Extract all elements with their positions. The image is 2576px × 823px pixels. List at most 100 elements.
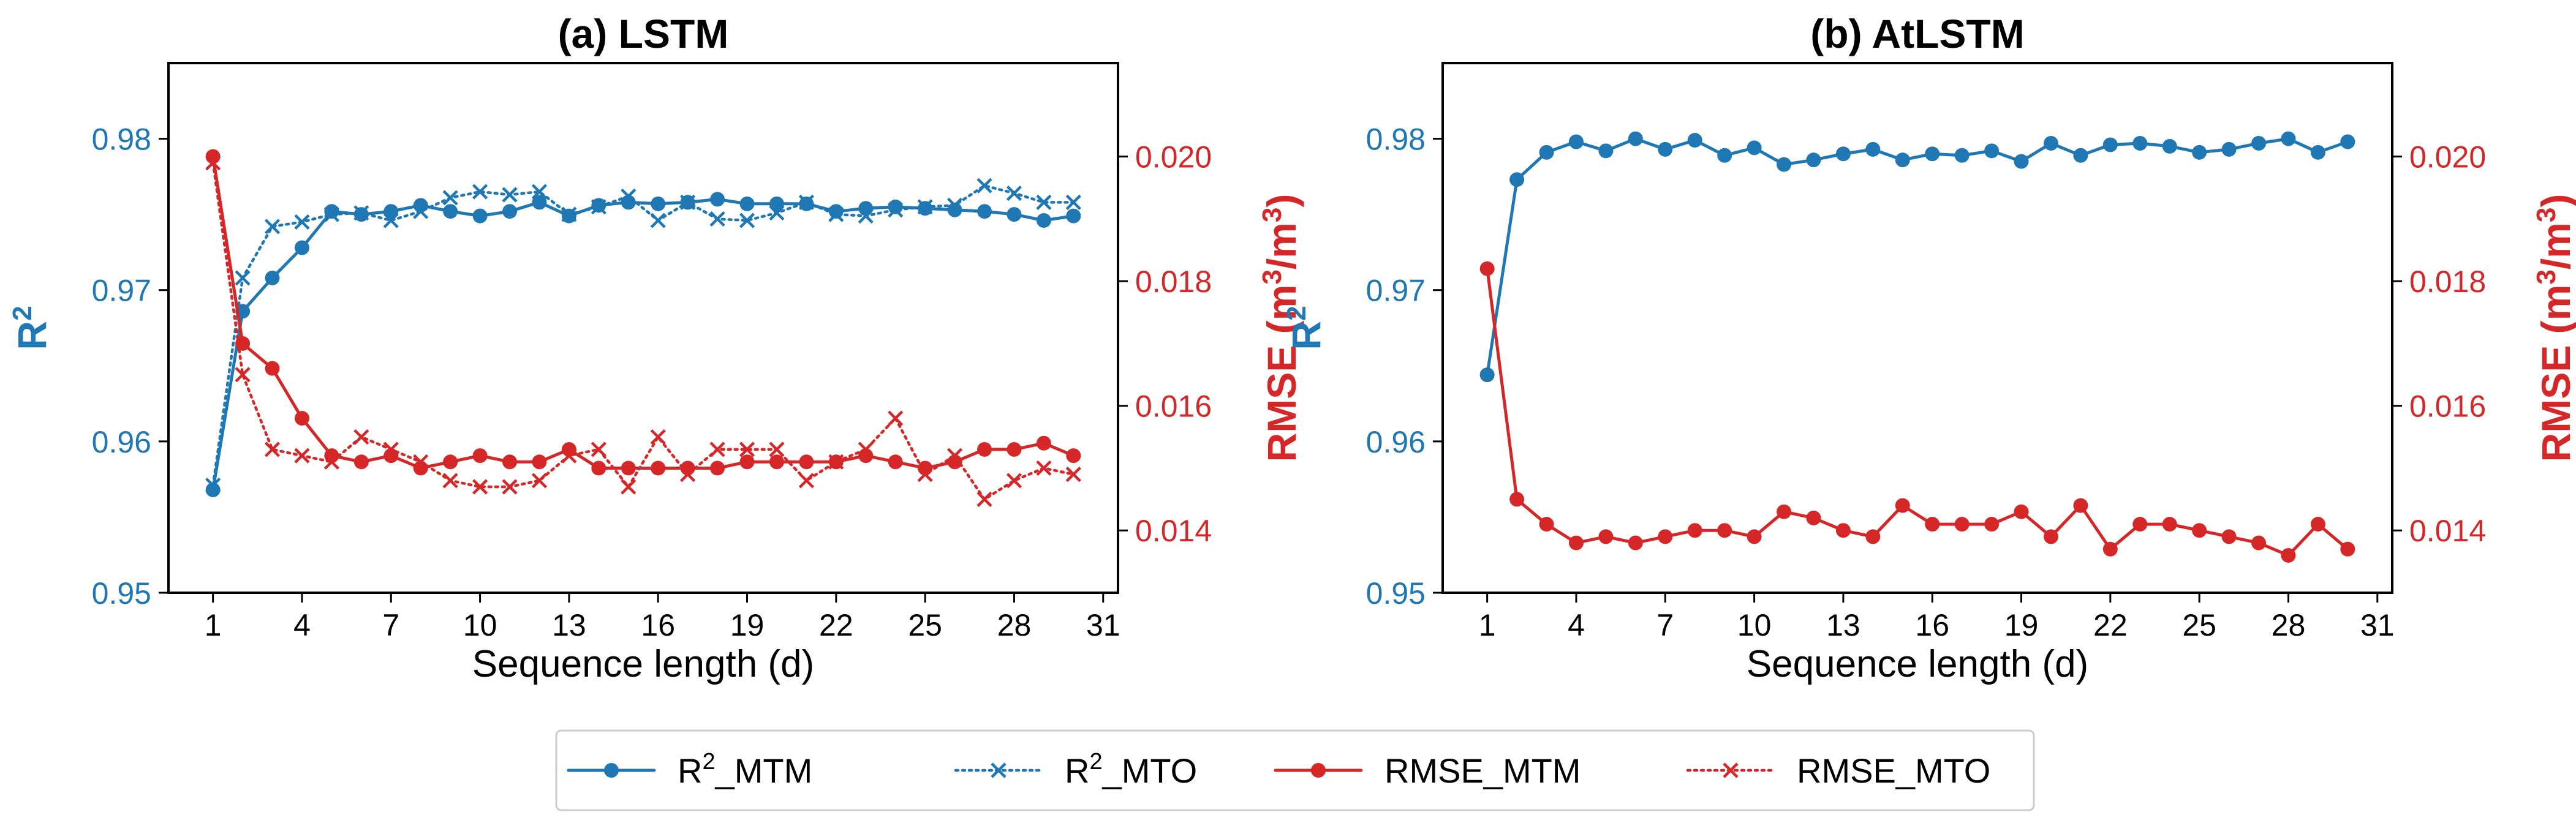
series-r2-mto [205,178,1081,494]
data-point-marker [2162,517,2177,532]
data-point-x-marker [235,367,251,383]
x-axis-label: Sequence length (d) [472,643,814,685]
data-point-marker [769,454,784,470]
legend-x-marker [991,762,1007,778]
data-point-marker [2192,145,2207,160]
data-point-marker [1036,435,1051,451]
legend-x-marker [1723,762,1739,778]
data-point-x-marker [917,467,933,483]
data-point-x-marker [353,429,369,445]
data-point-x-marker [946,448,963,464]
data-point-marker [1539,517,1554,532]
data-point-marker [858,201,874,216]
data-point-marker [2132,517,2148,532]
data-point-marker [265,270,280,285]
data-point-marker [2251,135,2267,151]
data-point-x-marker [680,467,696,483]
data-point-marker [1895,498,1910,513]
y-left-tick-label: 0.95 [92,576,151,611]
data-point-marker [205,482,221,497]
data-point-x-marker [976,491,992,507]
data-point-x-marker [323,454,339,470]
chart-title: (a) LSTM [558,11,729,56]
data-point-x-marker [650,212,666,228]
y-right-tick-label: 0.020 [1135,140,1212,175]
y-right-tick-label: 0.020 [2409,140,2486,175]
x-tick-label: 25 [2182,608,2216,642]
data-point-marker [1509,492,1525,507]
data-point-marker [888,199,903,214]
data-point-marker [2073,148,2088,163]
x-tick-label: 4 [293,608,311,642]
data-point-marker [2281,547,2296,563]
data-point-marker [2102,541,2118,557]
data-point-x-marker [769,205,785,221]
data-point-marker [1598,529,1614,544]
y-left-axis-label-sup: 2 [1282,306,1312,320]
x-tick-label: 22 [2093,608,2128,642]
data-point-x-marker [1065,467,1081,483]
data-point-marker [1717,148,1732,163]
data-point-x-marker [769,442,785,457]
series-rmse-mtm [205,149,1081,476]
data-point-marker [294,411,309,426]
data-point-marker [2340,541,2355,557]
data-point-marker [1747,529,1762,544]
data-point-x-marker [205,155,221,171]
series-line [1486,137,2349,377]
data-point-marker [1658,529,1673,544]
data-point-marker [739,454,755,470]
data-point-marker [265,361,280,376]
data-point-marker [502,454,518,470]
data-point-marker [977,442,992,457]
y-right-axis-label: RMSE (m3/m3) [2531,194,2576,462]
data-point-marker [1806,152,1821,168]
data-point-marker [2221,141,2237,157]
data-point-marker [1777,157,1792,172]
data-point-marker [443,454,458,470]
data-point-marker [353,454,369,470]
data-point-marker [1954,148,1970,163]
y-right-tick-label: 0.014 [1135,514,1212,548]
data-point-x-marker [828,206,844,222]
data-point-marker [443,204,458,219]
data-point-x-marker [1036,194,1052,210]
data-point-marker [651,460,666,476]
data-point-marker [1598,143,1614,159]
y-left-tick-label: 0.95 [1366,576,1426,611]
legend-label: RMSE_MTO [1797,751,1990,790]
data-point-x-marker [739,212,755,228]
y-right-tick-label: 0.018 [1135,265,1212,299]
data-point-x-marker [888,202,904,218]
x-tick-label: 19 [730,608,765,642]
data-point-x-marker [1006,185,1022,201]
legend-label: RMSE_MTM [1384,751,1581,790]
legend-item-4: RMSE_MTO [1686,751,1990,790]
data-point-marker [1717,523,1732,538]
data-point-x-marker [383,442,399,457]
legend-item-2: R2_MTO [954,749,1197,790]
data-point-marker [1066,448,1081,464]
data-point-x-marker [798,194,815,210]
data-point-marker [1777,504,1792,519]
data-point-marker [472,208,488,224]
data-point-marker [2014,504,2029,519]
x-tick-label: 16 [641,608,675,642]
chart-panel-2: (b) AtLSTM 1 4 7 10 13 16 19 22 25 28 31 0.95 0.96 0.9… [1282,11,2576,685]
y-left-tick-label: 0.97 [92,274,151,308]
data-point-marker [1539,145,1554,160]
data-point-marker [532,454,547,470]
data-point-marker [1036,213,1051,228]
x-axis-label: Sequence length (d) [1747,643,2088,685]
data-point-marker [2162,138,2177,154]
data-point-x-marker [264,219,281,235]
data-point-marker [235,336,251,351]
x-tick-label: 4 [1568,608,1585,642]
data-point-marker [2310,517,2325,532]
data-point-x-marker [323,206,339,222]
data-point-marker [1658,141,1673,157]
data-point-marker [710,460,725,476]
data-point-marker [2221,529,2237,544]
data-point-x-marker [442,473,458,489]
data-point-marker [828,204,844,219]
